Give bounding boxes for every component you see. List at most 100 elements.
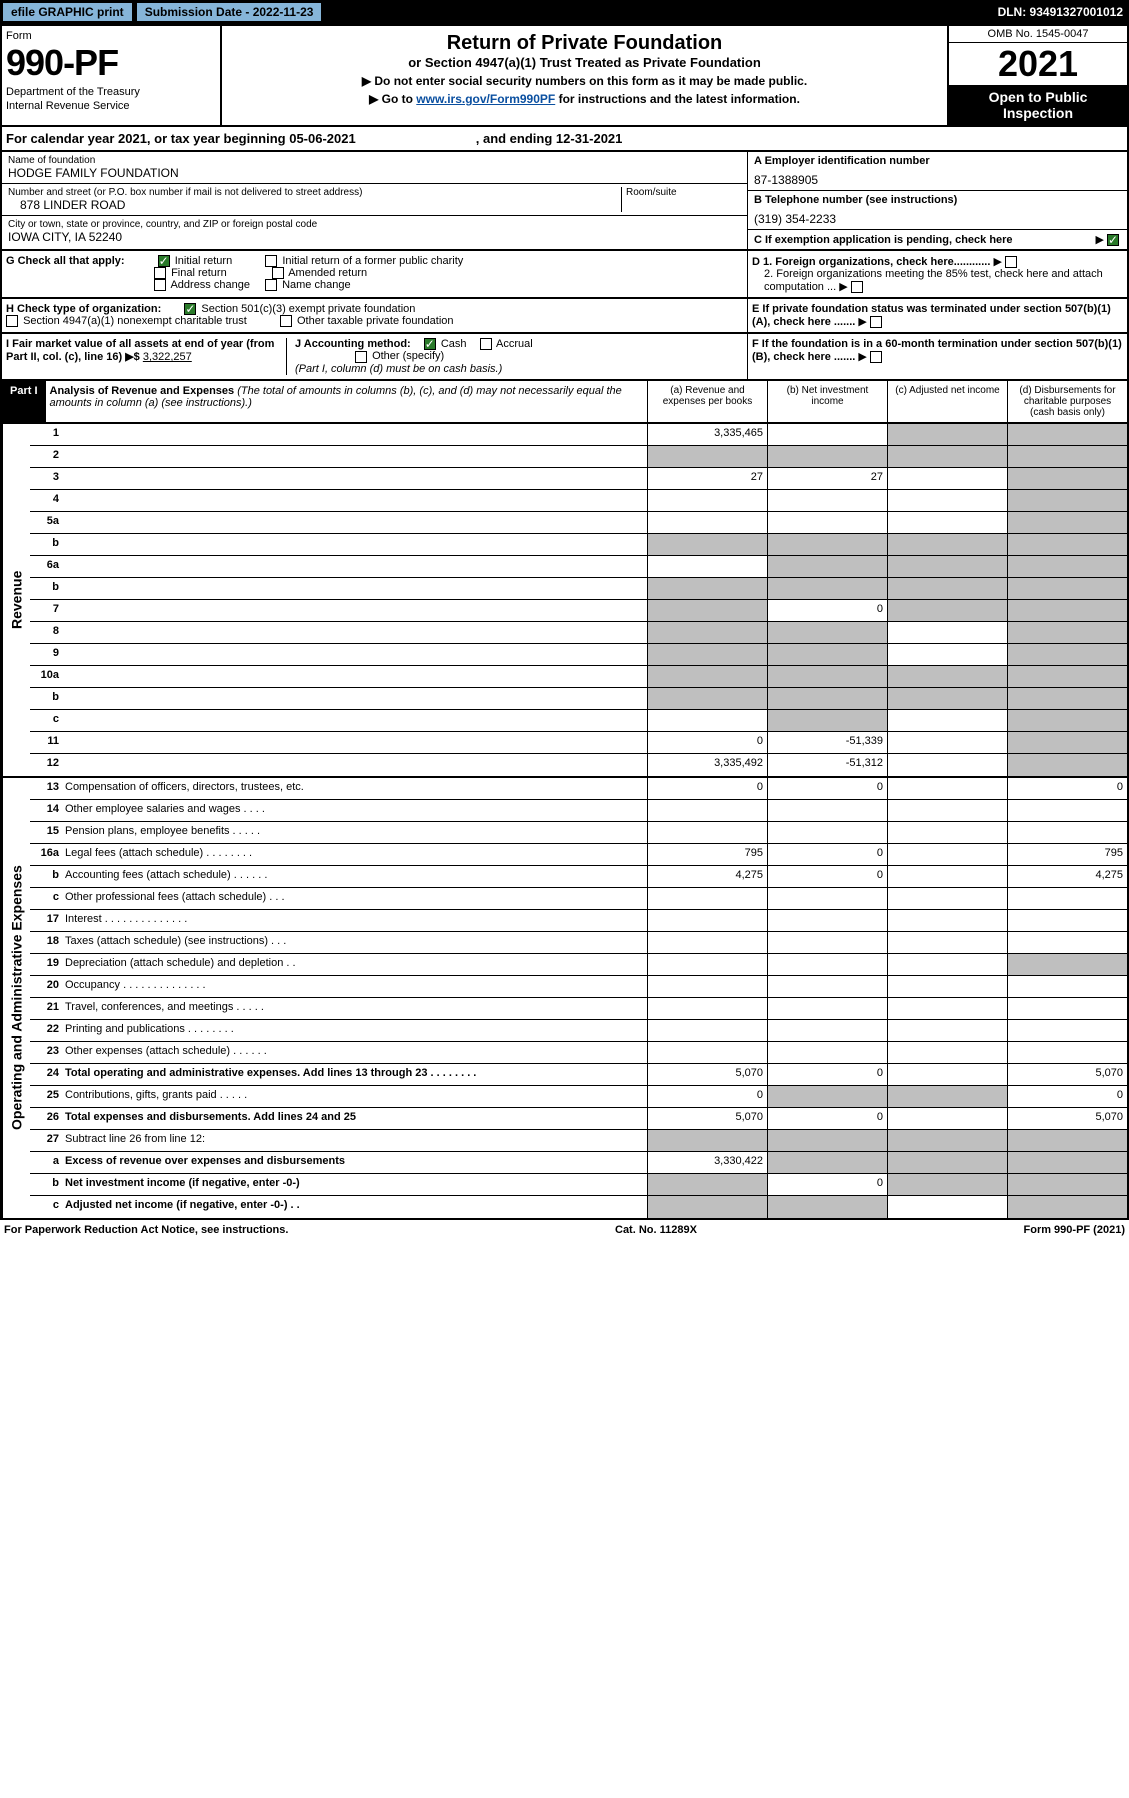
footer: For Paperwork Reduction Act Notice, see …	[0, 1220, 1129, 1240]
cell-c	[887, 976, 1007, 997]
cell-a: 4,275	[647, 866, 767, 887]
e-checkbox[interactable]	[870, 316, 882, 328]
table-row: 13Compensation of officers, directors, t…	[30, 778, 1127, 800]
cell-a	[647, 578, 767, 599]
4947a1-checkbox[interactable]	[6, 315, 18, 327]
cell-b	[767, 556, 887, 577]
address-change-checkbox[interactable]	[154, 279, 166, 291]
cell-c	[887, 666, 1007, 687]
cell-b	[767, 976, 887, 997]
cell-c	[887, 998, 1007, 1019]
cell-d: 5,070	[1007, 1108, 1127, 1129]
check-section-ij: I Fair market value of all assets at end…	[0, 334, 1129, 380]
cell-b	[767, 644, 887, 665]
part1-badge: Part I	[2, 381, 46, 422]
exemption-pending-row: C If exemption application is pending, c…	[748, 230, 1127, 249]
table-row: 9	[30, 644, 1127, 666]
cell-d	[1007, 578, 1127, 599]
line-number: 18	[30, 932, 62, 953]
cell-a: 3,335,492	[647, 754, 767, 776]
line-number: 4	[30, 490, 62, 511]
dept-treasury: Department of the Treasury	[6, 86, 216, 98]
cell-a	[647, 1042, 767, 1063]
form-title: Return of Private Foundation	[228, 32, 941, 55]
table-row: 4	[30, 490, 1127, 512]
cell-c	[887, 754, 1007, 776]
part1-header-row: Part I Analysis of Revenue and Expenses …	[0, 381, 1129, 424]
cell-d	[1007, 446, 1127, 467]
line-number: 16a	[30, 844, 62, 865]
line-number: 2	[30, 446, 62, 467]
cell-a	[647, 976, 767, 997]
initial-former-checkbox[interactable]	[265, 255, 277, 267]
cell-c	[887, 778, 1007, 799]
501c3-checkbox[interactable]	[184, 303, 196, 315]
cell-b	[767, 910, 887, 931]
line-desc: Interest . . . . . . . . . . . . . .	[62, 910, 647, 931]
cell-d	[1007, 1130, 1127, 1151]
table-row: aExcess of revenue over expenses and dis…	[30, 1152, 1127, 1174]
cell-b	[767, 534, 887, 555]
cell-a: 0	[647, 778, 767, 799]
cell-d	[1007, 1042, 1127, 1063]
d2-checkbox[interactable]	[851, 281, 863, 293]
cell-c	[887, 732, 1007, 753]
cell-b	[767, 998, 887, 1019]
name-change-checkbox[interactable]	[265, 279, 277, 291]
cell-b	[767, 1020, 887, 1041]
table-row: 18Taxes (attach schedule) (see instructi…	[30, 932, 1127, 954]
fmv-value: 3,322,257	[143, 351, 192, 363]
cell-a: 3,335,465	[647, 424, 767, 445]
col-c-header: (c) Adjusted net income	[887, 381, 1007, 422]
cell-c	[887, 844, 1007, 865]
other-taxable-checkbox[interactable]	[280, 315, 292, 327]
cell-c	[887, 710, 1007, 731]
cell-a	[647, 446, 767, 467]
cell-c	[887, 1042, 1007, 1063]
tax-year: 2021	[949, 43, 1127, 85]
exemption-checkbox[interactable]	[1107, 234, 1119, 246]
table-row: 22Printing and publications . . . . . . …	[30, 1020, 1127, 1042]
other-method-checkbox[interactable]	[355, 351, 367, 363]
cell-d	[1007, 932, 1127, 953]
line-desc: Taxes (attach schedule) (see instruction…	[62, 932, 647, 953]
irs-link[interactable]: www.irs.gov/Form990PF	[416, 92, 555, 106]
cell-c	[887, 688, 1007, 709]
cell-a: 27	[647, 468, 767, 489]
efile-print-button[interactable]: efile GRAPHIC print	[2, 2, 133, 22]
cell-d	[1007, 710, 1127, 731]
table-row: 5a	[30, 512, 1127, 534]
cell-d	[1007, 556, 1127, 577]
revenue-body: 13,335,46523272745ab6ab708910abc110-51,3…	[30, 424, 1127, 776]
g-checks: G Check all that apply: Initial return I…	[2, 251, 747, 297]
calendar-year-row: For calendar year 2021, or tax year begi…	[0, 127, 1129, 152]
line-desc: Total expenses and disbursements. Add li…	[62, 1108, 647, 1129]
line-number: 26	[30, 1108, 62, 1129]
f-checkbox[interactable]	[870, 351, 882, 363]
cell-b: 0	[767, 1064, 887, 1085]
info-left: Name of foundation HODGE FAMILY FOUNDATI…	[2, 152, 747, 249]
line-number: b	[30, 578, 62, 599]
foundation-name-row: Name of foundation HODGE FAMILY FOUNDATI…	[2, 152, 747, 184]
line-number: c	[30, 888, 62, 909]
cell-d: 0	[1007, 1086, 1127, 1107]
cell-c	[887, 1086, 1007, 1107]
line-number: 9	[30, 644, 62, 665]
line-desc: Net investment income (if negative, ente…	[62, 1174, 647, 1195]
line-desc	[62, 424, 647, 445]
line-number: 12	[30, 754, 62, 776]
cell-c	[887, 888, 1007, 909]
table-row: 13,335,465	[30, 424, 1127, 446]
d1-checkbox[interactable]	[1005, 256, 1017, 268]
line-number: 8	[30, 622, 62, 643]
amended-return-checkbox[interactable]	[272, 267, 284, 279]
cell-b	[767, 424, 887, 445]
initial-return-checkbox[interactable]	[158, 255, 170, 267]
cell-c	[887, 490, 1007, 511]
final-return-checkbox[interactable]	[154, 267, 166, 279]
cell-b	[767, 888, 887, 909]
accrual-checkbox[interactable]	[480, 338, 492, 350]
table-row: b	[30, 578, 1127, 600]
col-a-header: (a) Revenue and expenses per books	[647, 381, 767, 422]
cash-checkbox[interactable]	[424, 338, 436, 350]
